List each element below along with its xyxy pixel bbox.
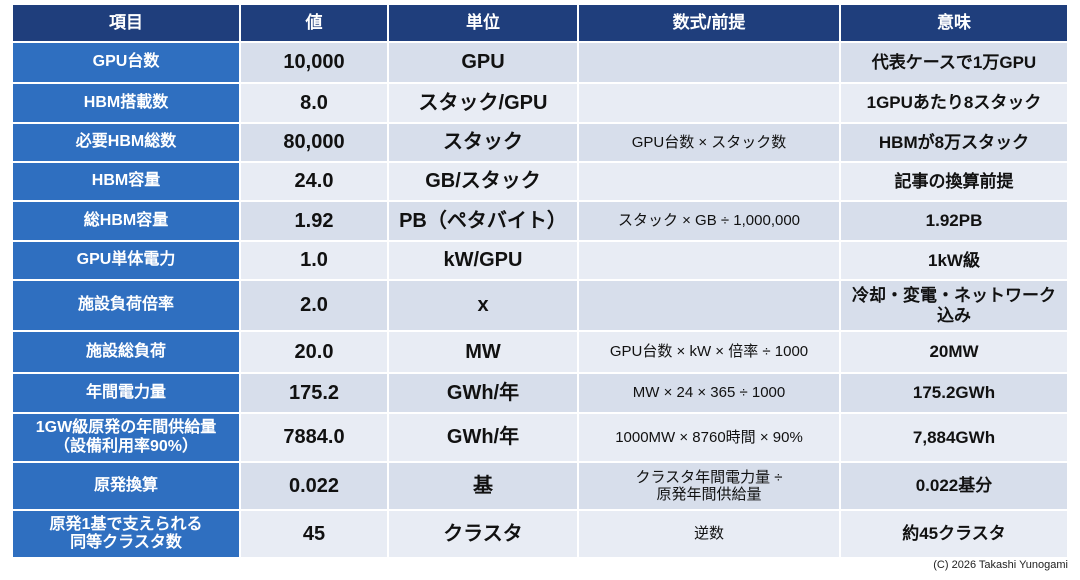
table-cell: 1kW級 bbox=[841, 242, 1067, 279]
table-cell: クラスタ bbox=[389, 511, 577, 557]
table-cell: MW bbox=[389, 332, 577, 372]
row-label: 原発換算 bbox=[13, 463, 239, 509]
table-cell: 1000MW × 8760時間 × 90% bbox=[579, 414, 839, 461]
table-cell bbox=[579, 242, 839, 279]
table-cell: 基 bbox=[389, 463, 577, 509]
table-cell: 0.022 bbox=[241, 463, 387, 509]
row-label: 原発1基で支えられる 同等クラスタ数 bbox=[13, 511, 239, 557]
table-cell: 7884.0 bbox=[241, 414, 387, 461]
table-cell: スタック bbox=[389, 124, 577, 161]
table-cell: 20MW bbox=[841, 332, 1067, 372]
table-cell bbox=[579, 163, 839, 200]
row-label: 施設負荷倍率 bbox=[13, 281, 239, 330]
table-cell: 10,000 bbox=[241, 43, 387, 82]
table-cell bbox=[579, 43, 839, 82]
row-label: 必要HBM総数 bbox=[13, 124, 239, 161]
table-cell: MW × 24 × 365 ÷ 1000 bbox=[579, 374, 839, 412]
table-cell: 80,000 bbox=[241, 124, 387, 161]
table-cell: x bbox=[389, 281, 577, 330]
row-label: HBM容量 bbox=[13, 163, 239, 200]
table-cell: クラスタ年間電力量 ÷ 原発年間供給量 bbox=[579, 463, 839, 509]
header-cell: 数式/前提 bbox=[579, 5, 839, 41]
row-label: GPU台数 bbox=[13, 43, 239, 82]
table-cell: GB/スタック bbox=[389, 163, 577, 200]
table-cell: 記事の換算前提 bbox=[841, 163, 1067, 200]
table-cell: 1GPUあたり8スタック bbox=[841, 84, 1067, 122]
row-label: 1GW級原発の年間供給量 （設備利用率90%） bbox=[13, 414, 239, 461]
copyright: (C) 2026 Takashi Yunogami bbox=[933, 559, 1068, 571]
table-cell: 20.0 bbox=[241, 332, 387, 372]
table-cell: GPU台数 × kW × 倍率 ÷ 1000 bbox=[579, 332, 839, 372]
table-cell: 7,884GWh bbox=[841, 414, 1067, 461]
table-cell: HBMが8万スタック bbox=[841, 124, 1067, 161]
table-cell: 2.0 bbox=[241, 281, 387, 330]
table-cell bbox=[579, 281, 839, 330]
table-cell: 8.0 bbox=[241, 84, 387, 122]
table-cell: 冷却・変電・ネットワーク 込み bbox=[841, 281, 1067, 330]
table-cell: PB（ペタバイト） bbox=[389, 202, 577, 240]
table-cell: 代表ケースで1万GPU bbox=[841, 43, 1067, 82]
table-cell: 1.0 bbox=[241, 242, 387, 279]
table-cell: 約45クラスタ bbox=[841, 511, 1067, 557]
row-label: 年間電力量 bbox=[13, 374, 239, 412]
table-cell: GWh/年 bbox=[389, 374, 577, 412]
header-cell: 意味 bbox=[841, 5, 1067, 41]
row-label: 総HBM容量 bbox=[13, 202, 239, 240]
table-cell: 0.022基分 bbox=[841, 463, 1067, 509]
table-cell: 24.0 bbox=[241, 163, 387, 200]
row-label: HBM搭載数 bbox=[13, 84, 239, 122]
table-cell: スタック × GB ÷ 1,000,000 bbox=[579, 202, 839, 240]
table-cell: スタック/GPU bbox=[389, 84, 577, 122]
row-label: 施設総負荷 bbox=[13, 332, 239, 372]
header-cell: 値 bbox=[241, 5, 387, 41]
table-cell: 45 bbox=[241, 511, 387, 557]
table-cell: 逆数 bbox=[579, 511, 839, 557]
table-cell bbox=[579, 84, 839, 122]
table-cell: kW/GPU bbox=[389, 242, 577, 279]
table-cell: GWh/年 bbox=[389, 414, 577, 461]
table-cell: 175.2GWh bbox=[841, 374, 1067, 412]
header-cell: 単位 bbox=[389, 5, 577, 41]
table-cell: 1.92PB bbox=[841, 202, 1067, 240]
row-label: GPU単体電力 bbox=[13, 242, 239, 279]
header-cell: 項目 bbox=[13, 5, 239, 41]
table-cell: 1.92 bbox=[241, 202, 387, 240]
table-cell: GPU台数 × スタック数 bbox=[579, 124, 839, 161]
table-cell: GPU bbox=[389, 43, 577, 82]
table-cell: 175.2 bbox=[241, 374, 387, 412]
